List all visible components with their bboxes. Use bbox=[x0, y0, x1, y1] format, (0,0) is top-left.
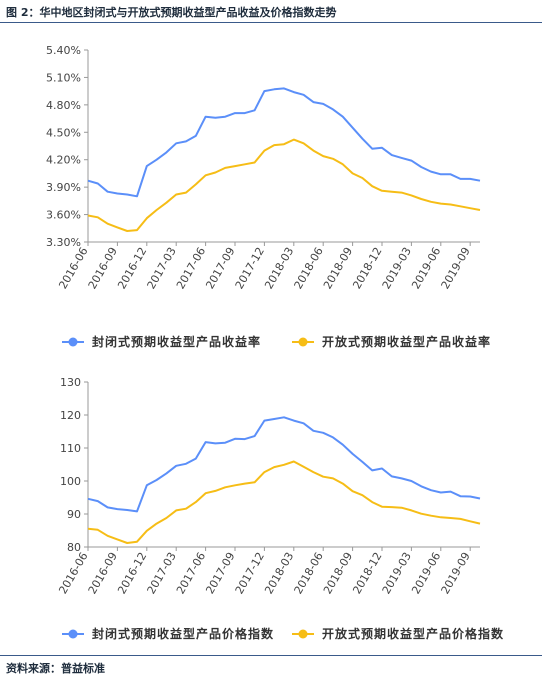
y-tick-label: 3.60% bbox=[46, 209, 81, 222]
y-tick-label: 4.80% bbox=[46, 99, 81, 112]
legend-label: 封闭式预期收益型产品价格指数 bbox=[92, 626, 274, 641]
series-line-open bbox=[87, 138, 481, 232]
y-tick-label: 110 bbox=[60, 442, 81, 455]
x-tick-label: 2019-09 bbox=[439, 550, 473, 596]
series-line-closed bbox=[87, 416, 481, 513]
legend-label: 开放式预期收益型产品收益率 bbox=[322, 334, 491, 349]
legend-marker bbox=[298, 629, 308, 639]
y-tick-label: 90 bbox=[67, 508, 81, 521]
series-line-open bbox=[87, 460, 481, 544]
series-line-closed bbox=[87, 87, 481, 198]
legend-label: 封闭式预期收益型产品收益率 bbox=[92, 334, 261, 349]
x-tick-label: 2019-09 bbox=[439, 245, 473, 291]
legend-marker bbox=[68, 337, 78, 347]
y-tick-label: 3.90% bbox=[46, 181, 81, 194]
source-note: 资料来源：普益标准 bbox=[6, 662, 105, 675]
y-tick-label: 4.20% bbox=[46, 154, 81, 167]
price-index-chart: 13012011010090802016-062016-092016-12201… bbox=[56, 376, 504, 641]
y-tick-label: 80 bbox=[67, 541, 81, 554]
legend-label: 开放式预期收益型产品价格指数 bbox=[322, 626, 504, 641]
y-tick-label: 3.30% bbox=[46, 236, 81, 249]
y-tick-label: 120 bbox=[60, 409, 81, 422]
figure-caption: 图 2：华中地区封闭式与开放式预期收益型产品收益及价格指数走势 bbox=[6, 6, 337, 19]
y-tick-label: 130 bbox=[60, 376, 81, 389]
y-tick-label: 100 bbox=[60, 475, 81, 488]
y-tick-label: 4.50% bbox=[46, 126, 81, 139]
caption-rule bbox=[0, 22, 542, 23]
footer-rule bbox=[0, 655, 542, 656]
y-tick-label: 5.40% bbox=[46, 44, 81, 57]
y-tick-label: 5.10% bbox=[46, 71, 81, 84]
yield-chart: 5.40% 5.10% 4.80% 4.50% 4.20% 3.90% 3.60% 3.30%… bbox=[46, 44, 491, 349]
legend-marker bbox=[68, 629, 78, 639]
legend-marker bbox=[298, 337, 308, 347]
